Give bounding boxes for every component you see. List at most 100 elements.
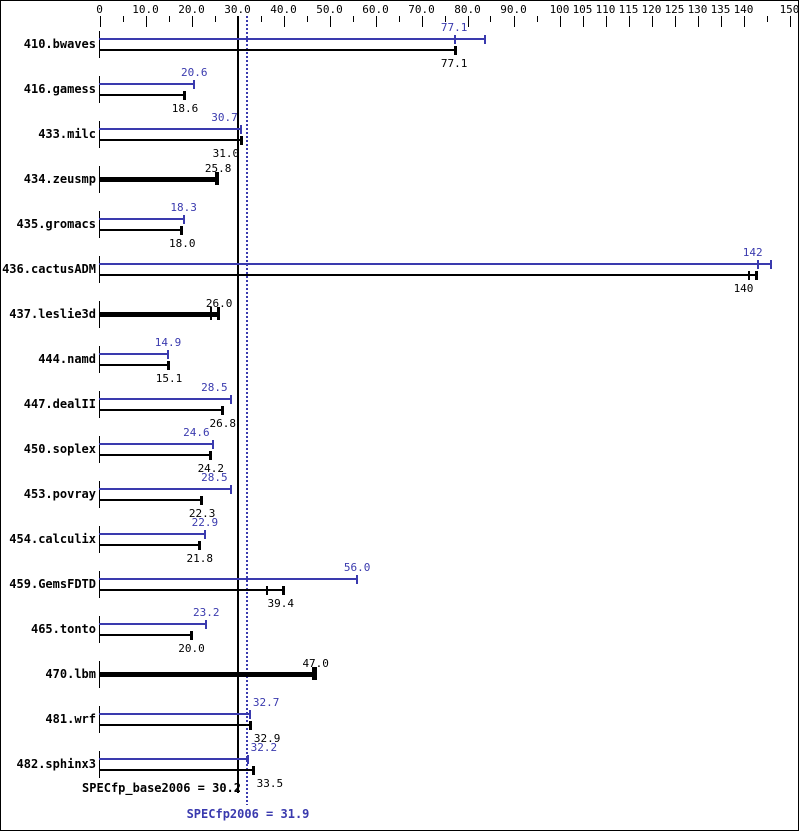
base-bar — [99, 364, 169, 366]
bar-end-cap — [217, 307, 221, 320]
base-value-label: 33.5 — [256, 777, 284, 790]
benchmark-label: 481.wrf — [45, 712, 96, 726]
axis-major-tick — [468, 16, 469, 27]
bar-end-cap — [208, 451, 212, 460]
base-value-label: 77.1 — [440, 57, 468, 70]
axis-major-tick — [675, 16, 676, 27]
axis-minor-tick — [537, 16, 538, 22]
row-axis-bracket — [99, 481, 100, 508]
base-value-label: 18.6 — [171, 102, 199, 115]
bar-end-cap — [189, 631, 193, 640]
axis-tick-label: 0 — [96, 3, 103, 16]
bar-end-cap — [246, 755, 249, 764]
axis-minor-tick — [123, 16, 124, 22]
benchmark-label: 447.dealII — [23, 397, 96, 411]
base-bar — [99, 94, 186, 96]
bar-end-cap — [248, 710, 251, 719]
axis-major-tick — [100, 16, 101, 27]
axis-major-tick — [698, 16, 699, 27]
axis-major-tick — [514, 16, 515, 27]
axis-tick-label: 30.0 — [224, 3, 251, 16]
peak-value-label: 77.1 — [440, 21, 468, 34]
axis-major-tick — [192, 16, 193, 27]
benchmark-label: 410.bwaves — [23, 37, 96, 51]
base-value-label: 25.8 — [204, 162, 232, 175]
peak-value-label: 14.9 — [154, 336, 182, 349]
peak-value-label: 56.0 — [343, 561, 371, 574]
bar-median-tick — [266, 586, 268, 595]
axis-tick-label: 135 — [710, 3, 731, 16]
axis-major-tick — [606, 16, 607, 27]
bar-end-cap — [251, 766, 255, 775]
row-axis-bracket — [99, 571, 100, 598]
axis-major-tick — [422, 16, 423, 27]
axis-tick-label: 80.0 — [454, 3, 481, 16]
base-bar — [99, 454, 211, 456]
bar-median-tick — [454, 35, 456, 44]
benchmark-label: 465.tonto — [30, 622, 96, 636]
base-value-label: 15.1 — [155, 372, 183, 385]
benchmark-label: 416.gamess — [23, 82, 96, 96]
axis-tick-label: 140 — [733, 3, 754, 16]
axis-tick-label: 40.0 — [270, 3, 297, 16]
bar-end-cap — [240, 136, 244, 145]
bar-end-cap — [193, 80, 196, 89]
bar-end-cap — [248, 721, 252, 730]
peak-value-label: 20.6 — [181, 66, 208, 79]
bar-end-cap — [229, 395, 232, 404]
bar-end-cap — [356, 575, 359, 584]
row-axis-bracket — [99, 121, 100, 148]
axis-minor-tick — [307, 16, 308, 22]
base-bar — [99, 49, 457, 51]
axis-minor-tick — [767, 16, 768, 22]
base-value-label: 39.4 — [267, 597, 294, 610]
peak-value-label: 142 — [742, 246, 763, 259]
peak-bar — [99, 218, 184, 220]
bar-end-cap — [454, 46, 458, 55]
row-axis-bracket — [99, 76, 100, 103]
base-value-label: 32.9 — [253, 732, 281, 745]
peak-value-label: 23.2 — [192, 606, 220, 619]
peak-value-label: 28.5 — [201, 471, 228, 484]
benchmark-label: 444.namd — [38, 352, 96, 366]
base-value-label: 20.0 — [178, 642, 205, 655]
base-bar — [99, 672, 316, 677]
axis-minor-tick — [490, 16, 491, 22]
bar-end-cap — [200, 496, 204, 505]
base-bar — [99, 634, 192, 636]
base-bar — [99, 139, 243, 141]
axis-major-tick — [652, 16, 653, 27]
peak-value-label: 28.5 — [201, 381, 228, 394]
axis-tick-label: 60.0 — [362, 3, 389, 16]
row-axis-bracket — [99, 706, 100, 733]
base-value-label: 18.0 — [169, 237, 196, 250]
base-bar — [99, 229, 183, 231]
base-bar — [99, 544, 200, 546]
base-bar — [99, 312, 220, 317]
bar-end-cap — [203, 530, 206, 539]
bar-end-cap — [205, 620, 208, 629]
bar-end-cap — [166, 361, 170, 370]
peak-bar — [99, 128, 241, 130]
axis-major-tick — [744, 16, 745, 27]
axis-tick-label: 90.0 — [500, 3, 527, 16]
row-axis-bracket — [99, 211, 100, 238]
base-value-label: 26.8 — [209, 417, 237, 430]
base-value-label: 22.3 — [188, 507, 216, 520]
bar-end-cap — [220, 406, 224, 415]
benchmark-label: 454.calculix — [9, 532, 96, 546]
base-bar — [99, 499, 203, 501]
base-value-label: 140 — [733, 282, 754, 295]
axis-major-tick — [330, 16, 331, 27]
axis-major-tick — [146, 16, 147, 27]
axis-major-tick — [376, 16, 377, 27]
row-axis-bracket — [99, 526, 100, 553]
bar-end-cap — [167, 350, 170, 359]
base-value-label: 26.0 — [205, 297, 233, 310]
base-bar — [99, 409, 223, 411]
base-value-label: 24.2 — [197, 462, 225, 475]
benchmark-label: 436.cactusADM — [2, 262, 96, 276]
axis-major-tick — [721, 16, 722, 27]
bar-end-cap — [211, 440, 214, 449]
bar-end-cap — [180, 226, 184, 235]
